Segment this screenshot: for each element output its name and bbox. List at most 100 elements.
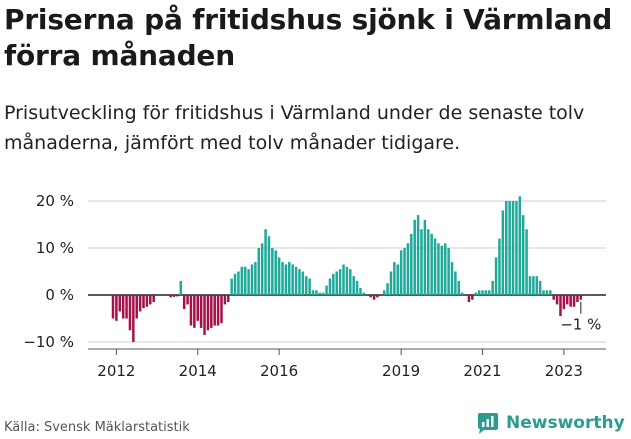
bar	[240, 266, 244, 295]
bar	[138, 295, 142, 312]
bar	[471, 295, 474, 300]
bar	[477, 290, 481, 295]
bar	[135, 295, 138, 319]
bar	[281, 262, 284, 295]
source-note: Källa: Svensk Mäklarstatistik	[4, 420, 190, 435]
bar	[264, 229, 267, 295]
bar	[111, 295, 115, 319]
bar	[481, 290, 484, 295]
bar	[216, 295, 220, 326]
bar	[521, 215, 525, 295]
bar	[274, 250, 277, 295]
y-tick-label: 20 %	[36, 192, 74, 210]
bar	[349, 269, 352, 295]
bar	[406, 243, 410, 295]
x-tick-label: 2014	[179, 362, 217, 380]
bar	[433, 238, 437, 295]
axes: 20 % 10 % 0 % −10 % 2012 2014 2016 2019 2021 2023…	[23, 192, 606, 380]
bar	[488, 290, 491, 295]
bar	[389, 271, 393, 295]
bar	[352, 276, 355, 295]
bar	[203, 295, 206, 335]
bar	[196, 295, 199, 321]
bar	[549, 290, 552, 295]
bar	[335, 271, 338, 295]
bar	[223, 295, 227, 305]
bar	[210, 295, 213, 328]
bar	[494, 257, 498, 295]
bar-chart: 20 % 10 % 0 % −10 % 2012 2014 2016 2019 2021 2023…	[23, 192, 606, 380]
bar	[511, 201, 515, 295]
bar	[454, 271, 457, 295]
y-tick-label: 10 %	[36, 239, 74, 257]
bar	[345, 266, 349, 295]
bar	[288, 262, 291, 295]
bar	[474, 292, 477, 295]
bar	[399, 250, 403, 295]
bar	[186, 295, 189, 305]
y-tick-label: −10 %	[23, 333, 74, 351]
bar	[243, 266, 247, 295]
bar	[491, 280, 494, 295]
bar	[121, 295, 125, 319]
bar	[484, 290, 488, 295]
brand-name: Newsworthy	[506, 413, 625, 433]
bar	[559, 295, 562, 317]
bar	[233, 273, 237, 295]
x-tick-label: 2019	[382, 362, 420, 380]
bar	[301, 271, 305, 295]
bar	[199, 295, 203, 328]
bar	[145, 295, 149, 307]
bar	[325, 285, 328, 295]
bar	[318, 292, 322, 295]
bar	[247, 269, 250, 295]
bar	[382, 290, 386, 295]
bar	[437, 243, 440, 295]
bar	[227, 295, 230, 303]
bar	[321, 292, 325, 295]
bar	[206, 295, 210, 331]
bar	[271, 248, 274, 295]
bar	[508, 201, 511, 295]
bar	[545, 290, 549, 295]
bar	[393, 262, 396, 295]
y-tick-label: 0 %	[45, 286, 74, 304]
bar	[294, 266, 298, 295]
bar	[182, 295, 186, 310]
x-tick-label: 2016	[260, 362, 298, 380]
chart-subtitle: Prisutveckling för fritidshus i Värmland…	[4, 102, 585, 154]
bar	[311, 290, 315, 295]
bar	[369, 295, 372, 298]
bar	[504, 201, 508, 295]
bar	[525, 229, 528, 295]
bar	[579, 295, 583, 300]
bar	[254, 262, 257, 295]
bar	[535, 276, 538, 295]
bar	[576, 295, 579, 303]
bar	[267, 236, 271, 295]
chart-title: Priserna på fritidshus sjönk i Värmland …	[4, 3, 613, 72]
bar	[149, 295, 152, 305]
bar	[169, 295, 172, 298]
brand-logo: Newsworthy	[476, 410, 625, 436]
bar	[572, 295, 576, 307]
bar	[250, 264, 254, 295]
bar	[172, 295, 176, 297]
bar	[538, 280, 542, 295]
bar	[308, 278, 311, 295]
bar	[518, 196, 522, 295]
bar	[115, 295, 118, 321]
bar	[460, 292, 464, 295]
bar	[128, 295, 132, 331]
bar	[332, 273, 335, 295]
bar	[355, 280, 359, 295]
x-tick-label: 2021	[463, 362, 501, 380]
bar	[515, 201, 518, 295]
bar	[220, 295, 223, 324]
bar	[277, 257, 281, 295]
bars	[111, 196, 583, 342]
bar	[257, 248, 261, 295]
bar	[328, 278, 332, 295]
bar	[213, 295, 216, 326]
bar	[566, 295, 569, 305]
